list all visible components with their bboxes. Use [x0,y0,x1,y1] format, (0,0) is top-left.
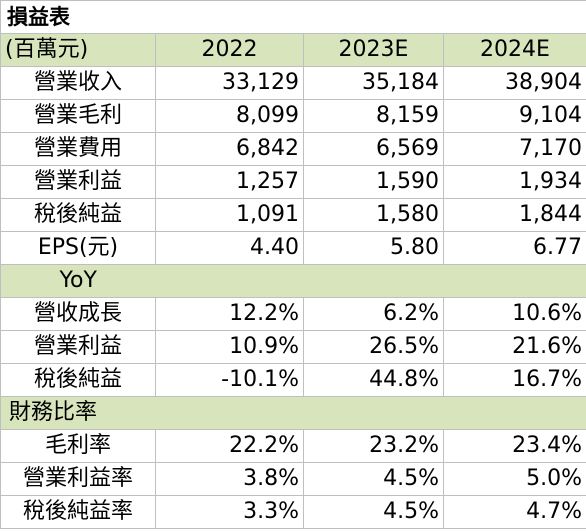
cell-value: 3.3% [155,495,304,529]
row-label: 稅後純益率 [0,495,156,529]
row-label: 營業費用 [0,132,156,166]
cell-value: 1,580 [303,198,444,232]
cell-value: 38,904 [443,66,586,100]
table-row: 營業費用 6,842 6,569 7,170 [0,132,586,166]
cell-value: 44.8% [303,363,444,397]
cell-value: 4.7% [443,495,586,529]
row-label: 營業利益 [0,165,156,199]
row-label: 營業毛利 [0,99,156,133]
table-row: 稅後純益 1,091 1,580 1,844 [0,198,586,232]
row-label: 營業收入 [0,66,156,100]
cell-value: 10.6% [443,297,586,331]
row-label: 稅後純益 [0,363,156,397]
year-header: 2023E [303,33,444,67]
title-row: 損益表 [0,0,586,34]
section-label: 財務比率 [0,396,156,430]
section-label: YoY [0,264,156,298]
cell-value: 33,129 [155,66,304,100]
cell-value: 3.8% [155,462,304,496]
table-row: 營業毛利 8,099 8,159 9,104 [0,99,586,133]
table-row: 毛利率 22.2% 23.2% 23.4% [0,429,586,463]
cell-value: 21.6% [443,330,586,364]
table-row: 稅後純益率 3.3% 4.5% 4.7% [0,495,586,529]
cell-value: 1,590 [303,165,444,199]
cell-value: 6,842 [155,132,304,166]
cell-value: 4.5% [303,495,444,529]
cell-value: 7,170 [443,132,586,166]
year-header: 2022 [155,33,304,67]
cell-value: 35,184 [303,66,444,100]
cell-value: 16.7% [443,363,586,397]
cell-value: 8,099 [155,99,304,133]
cell-value: -10.1% [155,363,304,397]
cell-value: 22.2% [155,429,304,463]
cell-value: 1,934 [443,165,586,199]
cell-value: 5.80 [303,231,444,265]
table-row: 營業利益率 3.8% 4.5% 5.0% [0,462,586,496]
table-row: 營業利益 1,257 1,590 1,934 [0,165,586,199]
cell-value: 23.2% [303,429,444,463]
table-row: 稅後純益 -10.1% 44.8% 16.7% [0,363,586,397]
cell-value: 1,091 [155,198,304,232]
cell-value: 4.5% [303,462,444,496]
table-title: 損益表 [0,0,156,34]
table-row: 營業利益 10.9% 26.5% 21.6% [0,330,586,364]
cell-value: 5.0% [443,462,586,496]
cell-value: 23.4% [443,429,586,463]
cell-value: 10.9% [155,330,304,364]
section-header-yoy: YoY [0,264,586,298]
section-header-ratios: 財務比率 [0,396,586,430]
row-label: 營收成長 [0,297,156,331]
cell-value: 6.77 [443,231,586,265]
year-header: 2024E [443,33,586,67]
cell-value: 6.2% [303,297,444,331]
unit-label: (百萬元) [0,33,156,67]
cell-value: 1,257 [155,165,304,199]
cell-value: 1,844 [443,198,586,232]
cell-value: 12.2% [155,297,304,331]
table-row: EPS(元) 4.40 5.80 6.77 [0,231,586,265]
table-row: 營收成長 12.2% 6.2% 10.6% [0,297,586,331]
cell-value: 6,569 [303,132,444,166]
header-row: (百萬元) 2022 2023E 2024E [0,33,586,67]
cell-value: 26.5% [303,330,444,364]
table-row: 營業收入 33,129 35,184 38,904 [0,66,586,100]
row-label: 營業利益 [0,330,156,364]
row-label: 毛利率 [0,429,156,463]
row-label: 營業利益率 [0,462,156,496]
cell-value: 4.40 [155,231,304,265]
cell-value: 9,104 [443,99,586,133]
row-label: EPS(元) [0,231,156,265]
cell-value: 8,159 [303,99,444,133]
row-label: 稅後純益 [0,198,156,232]
